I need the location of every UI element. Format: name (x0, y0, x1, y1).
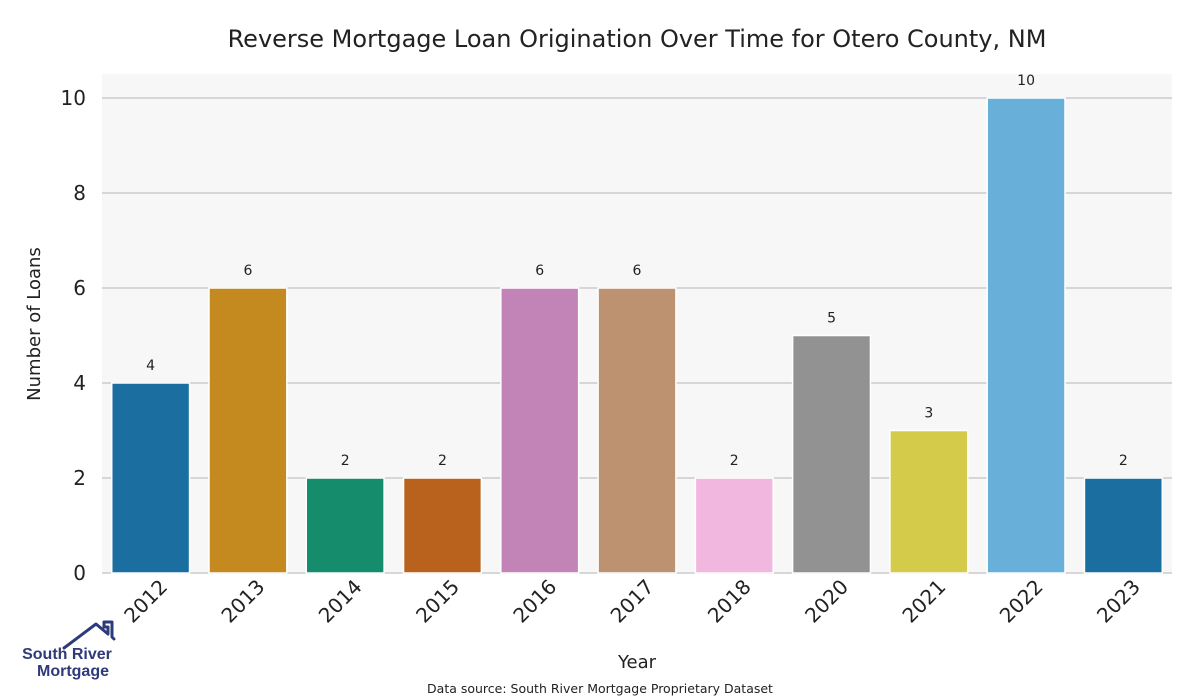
chart-title: Reverse Mortgage Loan Origination Over T… (228, 25, 1047, 53)
x-tick-label-2020: 2020 (800, 575, 853, 628)
logo: South River Mortgage (22, 620, 116, 680)
bar-2013 (208, 287, 288, 574)
data-label-2020: 5 (827, 311, 836, 327)
x-tick-label-2015: 2015 (411, 575, 464, 628)
y-axis-ticks: 0 2 4 6 8 10 (61, 86, 86, 585)
x-tick-label-2016: 2016 (508, 575, 561, 628)
y-tick-label: 0 (73, 561, 86, 585)
x-tick-label-2018: 2018 (703, 575, 756, 628)
bar-2018 (694, 477, 774, 574)
data-labels: 4 6 2 2 6 6 2 5 3 10 2 (146, 73, 1128, 469)
logo-text-line1: South River (22, 646, 112, 663)
bar-2023 (1083, 477, 1164, 574)
data-label-2023: 2 (1119, 453, 1128, 469)
y-tick-label: 6 (73, 276, 86, 300)
bar-2020 (791, 334, 872, 574)
x-tick-label-2023: 2023 (1092, 575, 1145, 628)
data-label-2021: 3 (924, 406, 933, 422)
y-tick-label: 10 (61, 86, 86, 110)
x-tick-label-2012: 2012 (119, 575, 172, 628)
data-label-2017: 6 (633, 263, 642, 279)
data-label-2013: 6 (243, 263, 252, 279)
x-axis-label: Year (617, 652, 657, 673)
data-label-2018: 2 (730, 453, 739, 469)
bar-2017 (597, 287, 677, 574)
data-label-2012: 4 (146, 358, 155, 374)
x-tick-label-2022: 2022 (995, 575, 1048, 628)
x-tick-label-2014: 2014 (314, 575, 367, 628)
x-axis-ticks: 2012 2013 2014 2015 2016 2017 2018 2020 2021 2022… (119, 575, 1145, 628)
x-tick-label-2021: 2021 (897, 575, 950, 628)
bar-2015 (402, 477, 483, 574)
y-tick-label: 2 (73, 466, 86, 490)
y-axis-label: Number of Loans (24, 247, 45, 401)
bar-2014 (305, 477, 385, 574)
bar-2022 (986, 97, 1066, 574)
x-tick-label-2017: 2017 (606, 575, 659, 628)
data-label-2015: 2 (438, 453, 447, 469)
y-tick-label: 4 (73, 371, 86, 395)
data-label-2016: 6 (535, 263, 544, 279)
house-roof-icon (62, 620, 116, 650)
y-tick-label: 8 (73, 181, 86, 205)
source-note: Data source: South River Mortgage Propri… (427, 681, 773, 696)
data-label-2022: 10 (1017, 73, 1035, 89)
bars (110, 97, 1164, 574)
bar-2016 (500, 287, 580, 574)
data-label-2014: 2 (341, 453, 350, 469)
x-tick-label-2013: 2013 (216, 575, 269, 628)
bar-2021 (889, 429, 969, 574)
bar-2012 (110, 382, 191, 574)
logo-text-line2: Mortgage (37, 663, 109, 680)
